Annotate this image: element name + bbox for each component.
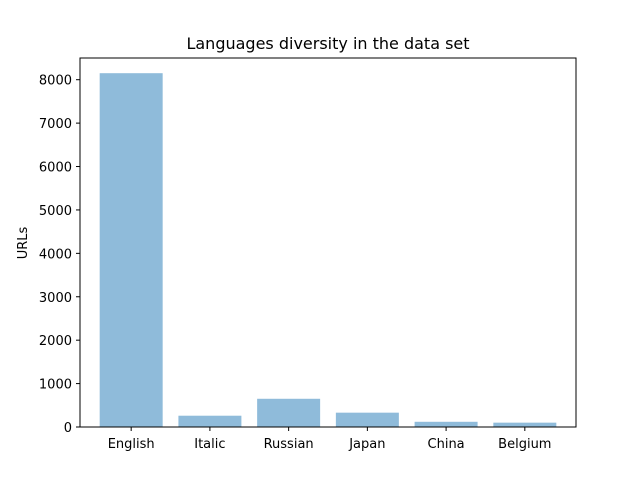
x-tick-label: Japan — [348, 437, 385, 452]
bar-belgium — [493, 422, 557, 427]
y-ticks-group: 0 1000 2000 3000 4000 5000 6000 7000 8000 — [39, 74, 80, 436]
y-tick-label: 6000 — [39, 161, 72, 176]
bar-russian — [257, 398, 321, 427]
bar-japan — [335, 412, 399, 427]
x-tick-label: Russian — [264, 437, 314, 452]
x-tick-label: English — [108, 437, 155, 452]
plot-frame — [79, 57, 577, 428]
y-tick-label: 8000 — [39, 74, 72, 89]
x-tick-label: Belgium — [498, 437, 551, 452]
x-tick-label: Italic — [194, 437, 225, 452]
x-ticks-group: English Italic Russian Japan China Belgium — [108, 427, 551, 452]
y-tick-label: 0 — [64, 421, 72, 436]
x-tick-label: China — [428, 437, 465, 452]
y-tick-label: 2000 — [39, 334, 72, 349]
y-tick-label: 5000 — [39, 204, 72, 219]
bars-group — [99, 73, 557, 427]
bar-english — [99, 73, 163, 427]
y-axis-label: URLs — [16, 226, 31, 259]
y-tick-label: 1000 — [39, 378, 72, 393]
y-tick-label: 4000 — [39, 247, 72, 262]
bar-italic — [178, 415, 242, 427]
y-tick-label: 3000 — [39, 291, 72, 306]
bar-china — [414, 421, 478, 427]
chart-title: Languages diversity in the data set — [186, 34, 469, 53]
y-tick-label: 7000 — [39, 117, 72, 132]
